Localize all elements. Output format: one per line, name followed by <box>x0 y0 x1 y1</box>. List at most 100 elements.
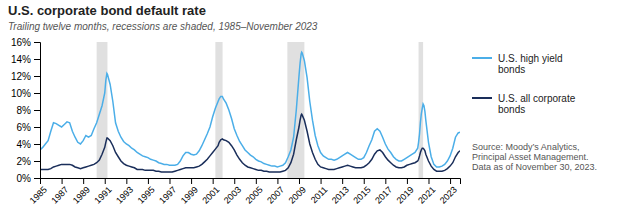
y-tick-label: 16% <box>11 37 31 48</box>
y-tick-label: 10% <box>11 88 31 99</box>
y-tick-mark <box>34 161 40 162</box>
x-tick-mark <box>277 178 278 184</box>
recession-band <box>97 42 108 178</box>
x-tick-label: 1987 <box>49 184 70 205</box>
x-tick-label: 2023 <box>438 184 459 205</box>
x-tick-label: 2005 <box>244 184 265 205</box>
x-tick: 1999 <box>179 178 200 206</box>
y-tick-label: 0% <box>17 173 32 184</box>
x-tick: 1987 <box>49 178 70 206</box>
legend-label-line: bonds <box>498 104 525 115</box>
x-tick: 1989 <box>71 178 92 206</box>
x-tick-mark <box>213 178 214 184</box>
series-line <box>40 52 460 167</box>
x-tick: 2021 <box>416 178 437 206</box>
source-note: Source: Moody’s Analytics,Principal Asse… <box>472 142 597 172</box>
source-note-line: Source: Moody’s Analytics, <box>472 142 579 152</box>
source-note-line: Data as of November 30, 2023. <box>472 162 597 172</box>
x-tick-label: 2019 <box>395 184 416 205</box>
y-tick: 14% <box>11 54 40 65</box>
x-tick: 2009 <box>287 178 308 206</box>
y-axis-line <box>34 43 41 179</box>
y-tick-label: 14% <box>11 54 31 65</box>
legend-label-line: bonds <box>498 64 525 75</box>
x-tick-label: 2009 <box>287 184 308 205</box>
subtitle: Trailing twelve months, recessions are s… <box>8 21 318 32</box>
x-tick: 2023 <box>438 178 459 206</box>
x-tick-mark <box>385 178 386 184</box>
x-tick: 1995 <box>136 178 157 206</box>
y-tick: 2% <box>17 156 40 167</box>
y-tick-label: 2% <box>17 156 32 167</box>
x-tick-label: 2011 <box>309 184 330 205</box>
y-tick-mark <box>34 144 40 145</box>
x-tick-mark <box>428 178 429 184</box>
x-tick: 2001 <box>200 178 221 206</box>
series-line <box>40 114 460 172</box>
y-tick: 16% <box>11 37 40 48</box>
title: U.S. corporate bond default rate <box>8 3 206 18</box>
x-tick-mark <box>191 178 192 184</box>
x-tick-label: 2003 <box>222 184 243 205</box>
marks <box>40 42 460 178</box>
x-tick-mark <box>407 178 408 184</box>
legend-swatch <box>472 57 492 59</box>
x-tick-mark <box>299 178 300 184</box>
x-tick: 2015 <box>351 178 372 206</box>
y-tick-label: 8% <box>17 105 32 116</box>
plot: 0%2%4%6%8%10%12%14%16%198519871989199119… <box>11 37 461 206</box>
x-tick-mark <box>40 178 41 184</box>
x-axis-line <box>41 179 461 185</box>
x-tick-mark <box>62 178 63 184</box>
y-tick-label: 6% <box>17 122 32 133</box>
y-tick-mark <box>34 178 40 179</box>
x-tick-mark <box>83 178 84 184</box>
legend-swatch <box>472 97 492 99</box>
y-tick-mark <box>34 59 40 60</box>
x-tick-label: 1999 <box>179 184 200 205</box>
x-tick-label: 2013 <box>330 184 351 205</box>
legend-label-line: U.S. all corporate <box>498 93 576 104</box>
x-tick-mark <box>342 178 343 184</box>
chart: U.S. corporate bond default rate Trailing… <box>0 0 640 218</box>
x-tick-label: 1991 <box>92 184 113 205</box>
legend-label-line: U.S. high yield <box>498 53 562 64</box>
source-note-line: Principal Asset Management. <box>472 152 589 162</box>
y-tick: 12% <box>11 71 40 82</box>
x-tick-mark <box>234 178 235 184</box>
y-tick-mark <box>34 76 40 77</box>
x-tick-mark <box>256 178 257 184</box>
x-tick-mark <box>450 178 451 184</box>
x-tick-label: 1993 <box>114 184 135 205</box>
x-tick-label: 2001 <box>200 184 221 205</box>
legend-label: U.S. high yieldbonds <box>498 53 562 75</box>
x-tick-mark <box>321 178 322 184</box>
x-tick-label: 1997 <box>157 184 178 205</box>
x-tick-label: 2007 <box>265 184 286 205</box>
y-tick-label: 4% <box>17 139 32 150</box>
x-tick-mark <box>105 178 106 184</box>
y-axis: 0% 2% 4% 6% 8% 10% 12% 14% 16% <box>11 37 41 184</box>
x-tick: 1985 <box>28 178 49 206</box>
y-tick-mark <box>34 127 40 128</box>
x-tick-mark <box>126 178 127 184</box>
y-tick: 8% <box>17 105 40 116</box>
x-tick-mark <box>169 178 170 184</box>
x-tick: 2013 <box>330 178 351 206</box>
x-tick: 2017 <box>373 178 394 206</box>
y-tick: 10% <box>11 88 40 99</box>
recession-band <box>215 42 222 178</box>
x-tick: 1997 <box>157 178 178 206</box>
x-tick: 2005 <box>244 178 265 206</box>
x-tick: 2019 <box>395 178 416 206</box>
y-tick: 6% <box>17 122 40 133</box>
x-tick-mark <box>364 178 365 184</box>
x-tick-label: 1995 <box>136 184 157 205</box>
x-tick: 2007 <box>265 178 286 206</box>
x-tick-label: 2017 <box>373 184 394 205</box>
y-tick-label: 12% <box>11 71 31 82</box>
x-axis: 1985198719891991199319951997199920012003… <box>28 178 461 206</box>
y-tick-mark <box>34 110 40 111</box>
y-tick: 4% <box>17 139 40 150</box>
x-tick: 2003 <box>222 178 243 206</box>
